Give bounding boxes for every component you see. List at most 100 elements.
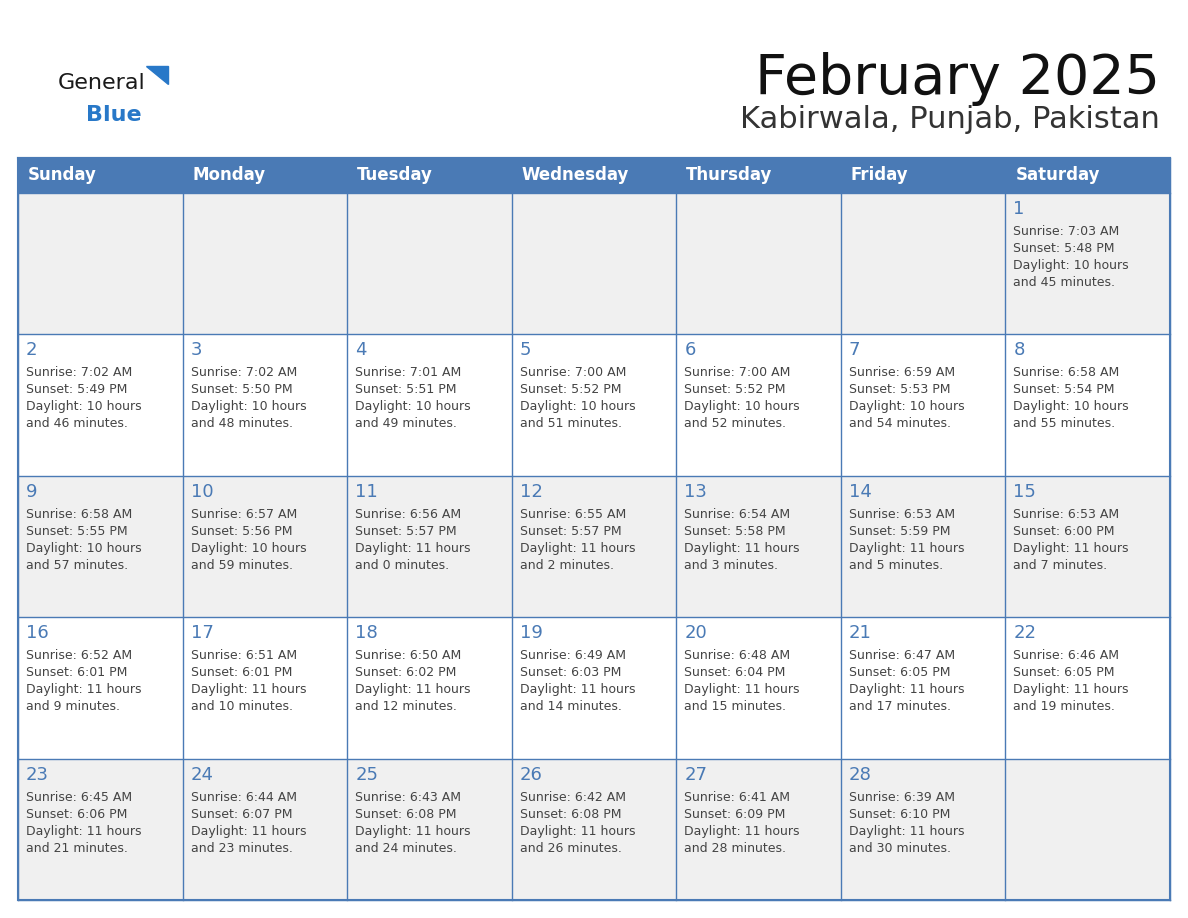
- Text: Sunrise: 6:45 AM: Sunrise: 6:45 AM: [26, 790, 132, 803]
- Text: 21: 21: [849, 624, 872, 643]
- Text: Sunrise: 6:53 AM: Sunrise: 6:53 AM: [849, 508, 955, 521]
- Text: Sunset: 5:54 PM: Sunset: 5:54 PM: [1013, 384, 1114, 397]
- Text: February 2025: February 2025: [756, 52, 1159, 106]
- Text: and 49 minutes.: and 49 minutes.: [355, 418, 457, 431]
- Text: Daylight: 10 hours: Daylight: 10 hours: [190, 542, 307, 554]
- Text: Sunrise: 6:55 AM: Sunrise: 6:55 AM: [519, 508, 626, 521]
- Text: 20: 20: [684, 624, 707, 643]
- Text: Sunset: 6:01 PM: Sunset: 6:01 PM: [190, 666, 292, 679]
- Text: 23: 23: [26, 766, 49, 784]
- Text: 27: 27: [684, 766, 707, 784]
- Text: Sunrise: 6:56 AM: Sunrise: 6:56 AM: [355, 508, 461, 521]
- Text: Daylight: 11 hours: Daylight: 11 hours: [684, 683, 800, 696]
- Text: Sunset: 6:10 PM: Sunset: 6:10 PM: [849, 808, 950, 821]
- Text: 15: 15: [1013, 483, 1036, 501]
- Bar: [347, 617, 512, 758]
- Text: Sunrise: 7:01 AM: Sunrise: 7:01 AM: [355, 366, 461, 379]
- Text: 19: 19: [519, 624, 543, 643]
- Bar: [841, 476, 1005, 617]
- Text: Daylight: 11 hours: Daylight: 11 hours: [1013, 542, 1129, 554]
- Text: Sunrise: 7:02 AM: Sunrise: 7:02 AM: [26, 366, 132, 379]
- Text: Monday: Monday: [192, 166, 266, 185]
- Text: and 17 minutes.: and 17 minutes.: [849, 700, 950, 713]
- Text: Sunset: 5:57 PM: Sunset: 5:57 PM: [355, 525, 456, 538]
- Text: 26: 26: [519, 766, 543, 784]
- Text: 5: 5: [519, 341, 531, 360]
- Text: Daylight: 11 hours: Daylight: 11 hours: [190, 824, 307, 837]
- Text: Daylight: 10 hours: Daylight: 10 hours: [26, 400, 141, 413]
- Bar: [512, 193, 676, 334]
- Text: Daylight: 11 hours: Daylight: 11 hours: [849, 824, 965, 837]
- Text: Tuesday: Tuesday: [358, 166, 432, 185]
- Bar: [1005, 334, 1170, 476]
- Text: Sunday: Sunday: [29, 166, 97, 185]
- Text: Sunset: 5:57 PM: Sunset: 5:57 PM: [519, 525, 621, 538]
- Text: and 3 minutes.: and 3 minutes.: [684, 559, 778, 572]
- Text: and 19 minutes.: and 19 minutes.: [1013, 700, 1116, 713]
- Text: Daylight: 10 hours: Daylight: 10 hours: [190, 400, 307, 413]
- Text: Sunrise: 6:54 AM: Sunrise: 6:54 AM: [684, 508, 790, 521]
- Text: Sunset: 5:52 PM: Sunset: 5:52 PM: [684, 384, 785, 397]
- Text: and 14 minutes.: and 14 minutes.: [519, 700, 621, 713]
- Text: Wednesday: Wednesday: [522, 166, 630, 185]
- Text: Sunset: 6:08 PM: Sunset: 6:08 PM: [519, 808, 621, 821]
- Text: Sunrise: 6:47 AM: Sunrise: 6:47 AM: [849, 649, 955, 662]
- Text: Sunrise: 6:50 AM: Sunrise: 6:50 AM: [355, 649, 461, 662]
- Text: Sunrise: 7:00 AM: Sunrise: 7:00 AM: [684, 366, 791, 379]
- Text: Daylight: 11 hours: Daylight: 11 hours: [519, 542, 636, 554]
- Text: Sunrise: 7:00 AM: Sunrise: 7:00 AM: [519, 366, 626, 379]
- Text: Sunset: 5:51 PM: Sunset: 5:51 PM: [355, 384, 456, 397]
- Bar: [1005, 476, 1170, 617]
- Text: and 0 minutes.: and 0 minutes.: [355, 559, 449, 572]
- Text: Sunrise: 6:42 AM: Sunrise: 6:42 AM: [519, 790, 626, 803]
- Text: Sunrise: 6:57 AM: Sunrise: 6:57 AM: [190, 508, 297, 521]
- Text: Sunrise: 6:41 AM: Sunrise: 6:41 AM: [684, 790, 790, 803]
- Bar: [676, 334, 841, 476]
- Text: and 48 minutes.: and 48 minutes.: [190, 418, 292, 431]
- Bar: [183, 617, 347, 758]
- Text: Daylight: 11 hours: Daylight: 11 hours: [26, 683, 141, 696]
- Text: Sunset: 5:49 PM: Sunset: 5:49 PM: [26, 384, 127, 397]
- Text: and 46 minutes.: and 46 minutes.: [26, 418, 128, 431]
- Bar: [676, 617, 841, 758]
- Text: Sunset: 5:55 PM: Sunset: 5:55 PM: [26, 525, 127, 538]
- Text: Sunset: 5:50 PM: Sunset: 5:50 PM: [190, 384, 292, 397]
- Text: 6: 6: [684, 341, 696, 360]
- Text: Daylight: 10 hours: Daylight: 10 hours: [355, 400, 470, 413]
- Text: Sunrise: 6:59 AM: Sunrise: 6:59 AM: [849, 366, 955, 379]
- Text: Sunset: 5:56 PM: Sunset: 5:56 PM: [190, 525, 292, 538]
- Bar: [347, 476, 512, 617]
- Text: Daylight: 11 hours: Daylight: 11 hours: [355, 542, 470, 554]
- Text: Sunset: 6:05 PM: Sunset: 6:05 PM: [849, 666, 950, 679]
- Text: Daylight: 11 hours: Daylight: 11 hours: [190, 683, 307, 696]
- Text: Sunrise: 6:48 AM: Sunrise: 6:48 AM: [684, 649, 790, 662]
- Text: Daylight: 10 hours: Daylight: 10 hours: [519, 400, 636, 413]
- Text: Sunset: 5:52 PM: Sunset: 5:52 PM: [519, 384, 621, 397]
- Bar: [347, 758, 512, 900]
- Text: Sunset: 6:04 PM: Sunset: 6:04 PM: [684, 666, 785, 679]
- Text: Sunset: 6:00 PM: Sunset: 6:00 PM: [1013, 525, 1114, 538]
- Text: 13: 13: [684, 483, 707, 501]
- Text: and 23 minutes.: and 23 minutes.: [190, 842, 292, 855]
- Text: Friday: Friday: [851, 166, 909, 185]
- Text: and 52 minutes.: and 52 minutes.: [684, 418, 786, 431]
- Text: Kabirwala, Punjab, Pakistan: Kabirwala, Punjab, Pakistan: [740, 105, 1159, 134]
- Text: Sunrise: 6:52 AM: Sunrise: 6:52 AM: [26, 649, 132, 662]
- Text: 18: 18: [355, 624, 378, 643]
- Bar: [347, 334, 512, 476]
- Text: Sunset: 6:07 PM: Sunset: 6:07 PM: [190, 808, 292, 821]
- Text: Daylight: 11 hours: Daylight: 11 hours: [849, 542, 965, 554]
- Bar: [183, 334, 347, 476]
- Text: 16: 16: [26, 624, 49, 643]
- Bar: [347, 193, 512, 334]
- Text: and 54 minutes.: and 54 minutes.: [849, 418, 950, 431]
- Text: Sunrise: 6:58 AM: Sunrise: 6:58 AM: [1013, 366, 1119, 379]
- Text: Daylight: 11 hours: Daylight: 11 hours: [1013, 683, 1129, 696]
- Text: 14: 14: [849, 483, 872, 501]
- Text: Daylight: 10 hours: Daylight: 10 hours: [1013, 400, 1129, 413]
- Text: Sunset: 6:06 PM: Sunset: 6:06 PM: [26, 808, 127, 821]
- Text: General: General: [58, 73, 146, 93]
- Text: Saturday: Saturday: [1016, 166, 1100, 185]
- Polygon shape: [146, 66, 168, 84]
- Text: Sunset: 6:05 PM: Sunset: 6:05 PM: [1013, 666, 1114, 679]
